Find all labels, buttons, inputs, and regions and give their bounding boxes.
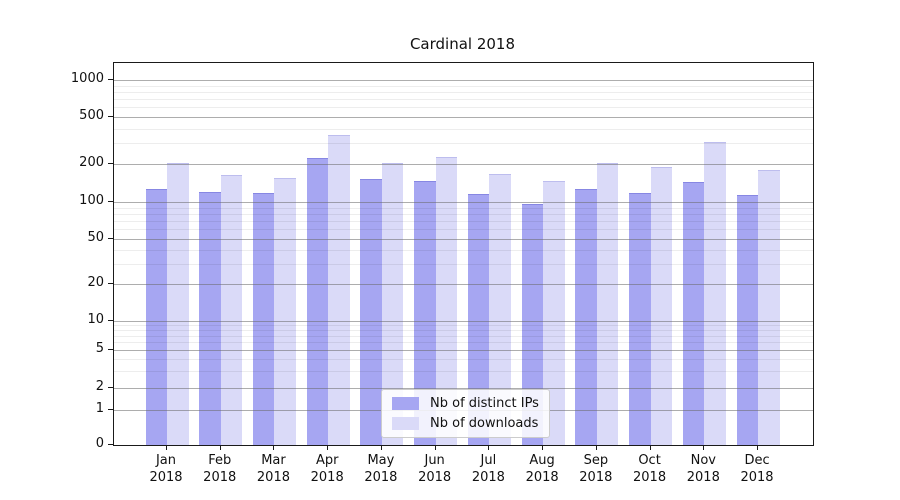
y-tick-mark bbox=[108, 443, 113, 445]
x-tick-label: Feb 2018 bbox=[203, 453, 237, 485]
bar-downloads bbox=[328, 135, 350, 445]
bar-distinct-ips bbox=[629, 192, 651, 445]
y-tick-label: 2 bbox=[95, 378, 104, 394]
plot-area: Nb of distinct IPs Nb of downloads bbox=[113, 62, 814, 446]
x-tick-mark bbox=[380, 445, 382, 450]
bar-downloads bbox=[220, 174, 243, 445]
gridline-major bbox=[114, 117, 813, 118]
bar-downloads bbox=[489, 174, 511, 445]
x-tick-mark bbox=[166, 445, 167, 450]
gridline-minor bbox=[114, 107, 813, 109]
y-tick-mark bbox=[108, 408, 113, 410]
y-tick-label: 50 bbox=[87, 230, 104, 246]
y-tick-mark bbox=[108, 238, 113, 240]
y-tick-label: 1 bbox=[95, 400, 104, 416]
bar-downloads bbox=[650, 167, 673, 445]
x-tick-mark bbox=[595, 445, 597, 450]
bar-downloads bbox=[167, 162, 189, 445]
bar-distinct-ips bbox=[682, 181, 705, 445]
y-tick-label: 0 bbox=[95, 435, 104, 451]
y-tick-label: 500 bbox=[79, 108, 104, 123]
x-tick-label: Apr 2018 bbox=[310, 453, 344, 485]
legend-swatch-downloads bbox=[392, 417, 419, 430]
legend-item: Nb of distinct IPs bbox=[392, 396, 539, 411]
legend-item: Nb of downloads bbox=[392, 416, 539, 431]
y-tick-label: 10 bbox=[87, 311, 104, 327]
y-tick-mark bbox=[108, 319, 113, 321]
y-tick-mark bbox=[108, 79, 113, 80]
y-tick-label: 1000 bbox=[70, 71, 104, 86]
bar-downloads bbox=[704, 142, 726, 445]
x-tick-mark bbox=[542, 445, 544, 450]
bar-downloads bbox=[543, 181, 565, 445]
bar-distinct-ips bbox=[521, 203, 544, 445]
gridline-major bbox=[114, 80, 813, 81]
x-tick-label: Jan 2018 bbox=[149, 453, 183, 485]
x-tick-label: May 2018 bbox=[364, 453, 398, 485]
x-tick-label: Mar 2018 bbox=[256, 453, 290, 485]
gridline-minor bbox=[114, 91, 813, 93]
bar-downloads bbox=[758, 170, 780, 445]
bar-downloads bbox=[274, 177, 296, 445]
bar-downloads bbox=[596, 163, 619, 445]
x-tick-mark bbox=[327, 445, 329, 450]
bar-downloads bbox=[435, 157, 458, 445]
bar-distinct-ips bbox=[199, 191, 221, 445]
gridline-minor bbox=[114, 85, 813, 87]
x-tick-label: Jun 2018 bbox=[418, 453, 452, 485]
bar-downloads bbox=[381, 162, 404, 445]
x-tick-label: Aug 2018 bbox=[525, 453, 559, 485]
bar-distinct-ips bbox=[252, 192, 275, 445]
bar-distinct-ips bbox=[575, 188, 597, 445]
x-tick-mark bbox=[434, 445, 436, 450]
y-tick-mark bbox=[108, 386, 113, 388]
y-tick-mark bbox=[108, 282, 113, 284]
bar-distinct-ips bbox=[145, 188, 167, 445]
y-tick-label: 200 bbox=[79, 155, 104, 171]
x-tick-mark bbox=[703, 445, 705, 450]
x-tick-label: Oct 2018 bbox=[633, 453, 667, 485]
legend-swatch-distinct-ips bbox=[392, 397, 419, 410]
bar-distinct-ips bbox=[414, 180, 436, 445]
x-tick-mark bbox=[273, 445, 275, 450]
y-tick-mark bbox=[108, 201, 113, 202]
y-tick-label: 20 bbox=[87, 274, 104, 290]
gridline-minor bbox=[114, 99, 813, 101]
legend-label: Nb of distinct IPs bbox=[430, 396, 539, 411]
x-tick-mark bbox=[757, 445, 759, 450]
gridline-minor bbox=[114, 128, 813, 130]
y-tick-mark bbox=[108, 163, 113, 165]
x-tick-mark bbox=[219, 445, 221, 450]
bar-distinct-ips bbox=[736, 194, 759, 445]
bar-distinct-ips bbox=[360, 179, 382, 445]
x-tick-label: Dec 2018 bbox=[740, 453, 774, 485]
x-tick-mark bbox=[649, 445, 651, 450]
y-tick-label: 100 bbox=[79, 193, 104, 208]
bar-distinct-ips bbox=[467, 194, 490, 445]
y-tick-label: 5 bbox=[95, 341, 104, 357]
legend-label: Nb of downloads bbox=[430, 416, 539, 431]
chart-title: Cardinal 2018 bbox=[409, 35, 516, 53]
x-tick-label: Sep 2018 bbox=[579, 453, 613, 485]
x-tick-label: Nov 2018 bbox=[686, 453, 720, 485]
x-tick-mark bbox=[488, 445, 490, 450]
x-tick-label: Jul 2018 bbox=[471, 453, 505, 485]
legend: Nb of distinct IPs Nb of downloads bbox=[381, 389, 550, 438]
bar-distinct-ips bbox=[306, 157, 329, 445]
y-tick-mark bbox=[108, 349, 113, 351]
y-tick-mark bbox=[108, 116, 113, 117]
